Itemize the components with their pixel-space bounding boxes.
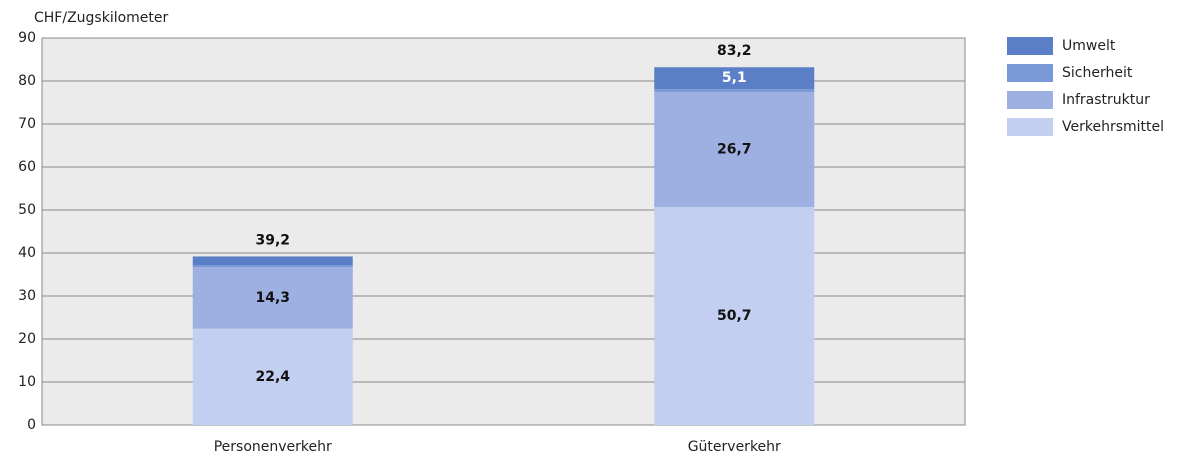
value-label: 50,7 bbox=[717, 308, 752, 324]
bar-segment bbox=[654, 92, 815, 207]
value-label: 14,3 bbox=[255, 290, 290, 306]
x-tick-label: Personenverkehr bbox=[214, 439, 332, 455]
y-tick-label: 40 bbox=[18, 245, 36, 261]
y-tick-label: 90 bbox=[18, 30, 36, 46]
legend-label: Umwelt bbox=[1062, 38, 1116, 54]
y-tick-label: 60 bbox=[18, 159, 36, 175]
legend-swatch bbox=[1007, 37, 1053, 55]
y-tick-label: 20 bbox=[18, 331, 36, 347]
bar-segment bbox=[192, 265, 353, 268]
total-label: 39,2 bbox=[255, 232, 290, 248]
y-tick-label: 10 bbox=[18, 374, 36, 390]
legend-swatch bbox=[1007, 118, 1053, 136]
y-tick-label: 0 bbox=[27, 417, 36, 433]
y-tick-label: 50 bbox=[18, 202, 36, 218]
y-tick-label: 80 bbox=[18, 73, 36, 89]
y-axis-label: CHF/Zugskilometer bbox=[34, 10, 169, 26]
bar-segment bbox=[654, 67, 815, 90]
total-label: 83,2 bbox=[717, 43, 752, 59]
plot-area bbox=[41, 37, 966, 426]
value-label: 22,4 bbox=[255, 369, 290, 385]
bar-segment bbox=[192, 256, 353, 266]
legend-label: Sicherheit bbox=[1062, 65, 1133, 81]
bar-segment bbox=[654, 206, 815, 425]
legend-swatch bbox=[1007, 64, 1053, 82]
y-tick-label: 30 bbox=[18, 288, 36, 304]
legend-label: Infrastruktur bbox=[1062, 92, 1150, 108]
bar-segment bbox=[192, 267, 353, 329]
value-label: 26,7 bbox=[717, 142, 752, 158]
legend-swatch bbox=[1007, 91, 1053, 109]
bar-segment bbox=[192, 328, 353, 425]
x-tick-label: Güterverkehr bbox=[688, 439, 781, 455]
y-tick-label: 70 bbox=[18, 116, 36, 132]
value-label: 5,1 bbox=[722, 70, 747, 86]
legend-label: Verkehrsmittel bbox=[1062, 119, 1164, 135]
bar-segment bbox=[654, 89, 815, 93]
